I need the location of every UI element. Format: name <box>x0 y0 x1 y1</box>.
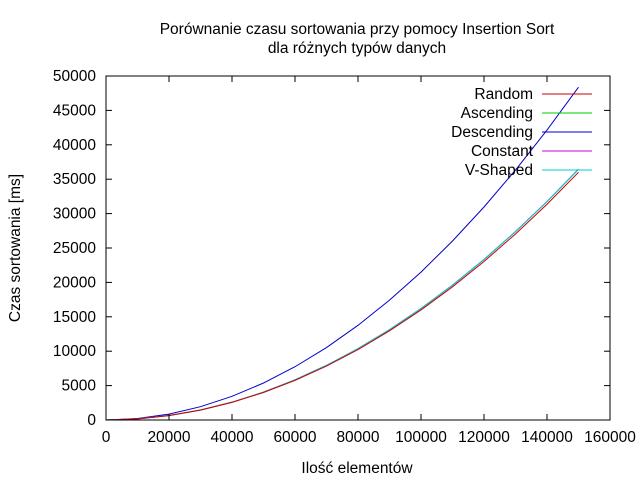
legend-label-constant: Constant <box>471 143 534 160</box>
series-line-constant <box>105 168 579 421</box>
y-tick-label: 25000 <box>53 240 96 257</box>
legend-label-random: Random <box>474 86 533 103</box>
x-tick-label: 40000 <box>210 429 253 446</box>
y-tick-label: 5000 <box>62 378 97 395</box>
y-tick-label: 30000 <box>53 206 96 223</box>
y-tick-label: 0 <box>87 412 96 429</box>
x-tick-label: 100000 <box>395 429 447 446</box>
y-tick-label: 15000 <box>53 309 96 326</box>
chart-title-line2: dla różnych typów danych <box>268 40 446 57</box>
plot-lines <box>105 86 579 421</box>
y-tick-label: 40000 <box>53 137 96 154</box>
x-tick-label: 140000 <box>521 429 573 446</box>
x-tick-label: 120000 <box>458 429 510 446</box>
y-axis-label: Czas sortowania [ms] <box>7 174 24 322</box>
x-tick-label: 20000 <box>147 429 190 446</box>
y-tick-label: 10000 <box>53 343 96 360</box>
y-axis-ticks: 0 5000 10000 15000 20000 25000 30000 35000 40000… <box>53 68 610 429</box>
legend-label-descending: Descending <box>451 124 533 141</box>
y-tick-label: 35000 <box>53 171 96 188</box>
x-tick-label: 0 <box>102 429 111 446</box>
x-tick-label: 80000 <box>336 429 379 446</box>
x-axis-label: Ilość elementów <box>301 460 413 477</box>
legend-label-v-shaped: V-Shaped <box>465 162 533 179</box>
series-line-ascending <box>105 168 579 421</box>
x-tick-label: 60000 <box>273 429 316 446</box>
y-tick-label: 20000 <box>53 274 96 291</box>
x-tick-label: 160000 <box>584 429 636 446</box>
chart-title-line1: Porównanie czasu sortowania przy pomocy … <box>160 21 555 38</box>
legend-label-ascending: Ascending <box>461 105 533 122</box>
legend: Random Ascending Descending Constant V-Shape… <box>451 86 592 179</box>
plot-frame <box>105 75 611 421</box>
y-tick-label: 45000 <box>53 102 96 119</box>
series-line-descending <box>105 86 579 421</box>
x-axis-ticks: 0 20000 40000 60000 80000 100000 120000 140000 1… <box>102 76 636 446</box>
series-line-v-shaped <box>105 168 579 421</box>
series-line-random <box>105 171 579 421</box>
y-tick-label: 50000 <box>53 68 96 85</box>
